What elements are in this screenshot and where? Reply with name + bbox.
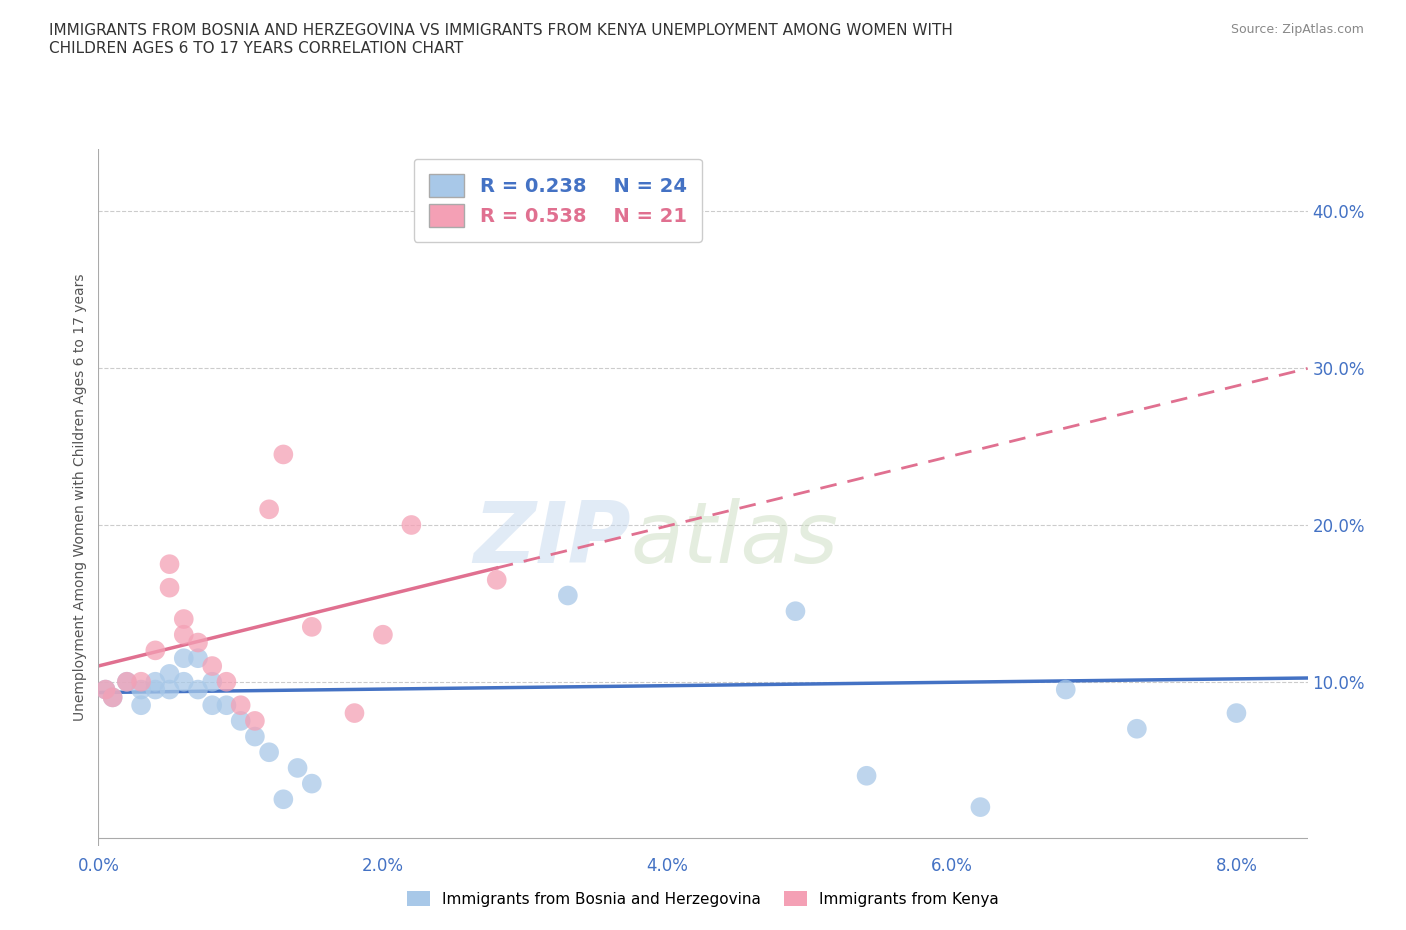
Point [257,745,280,760]
Point [94,682,117,697]
Point [101,690,124,705]
Point [785,604,807,618]
Point [129,698,152,712]
Point [969,800,991,815]
Point [215,698,238,712]
Text: ZIP: ZIP [472,498,630,581]
Legend: Immigrants from Bosnia and Herzegovina, Immigrants from Kenya: Immigrants from Bosnia and Herzegovina, … [401,885,1005,913]
Point [1126,722,1149,737]
Point [243,713,266,728]
Point [94,682,117,697]
Point [159,557,181,572]
Point [201,698,224,712]
Point [243,729,266,744]
Point [187,651,209,666]
Point [301,777,323,791]
Point [143,643,166,658]
Point [101,690,124,705]
Text: IMMIGRANTS FROM BOSNIA AND HERZEGOVINA VS IMMIGRANTS FROM KENYA UNEMPLOYMENT AMO: IMMIGRANTS FROM BOSNIA AND HERZEGOVINA V… [49,23,953,56]
Text: atlas: atlas [630,498,838,581]
Point [173,612,195,627]
Text: Source: ZipAtlas.com: Source: ZipAtlas.com [1230,23,1364,36]
Point [129,682,152,697]
Point [159,580,181,595]
Point [143,674,166,689]
Point [273,447,295,462]
Point [159,667,181,682]
Point [187,635,209,650]
Point [371,627,394,642]
Point [201,674,224,689]
Point [143,682,166,697]
Point [129,674,152,689]
Point [187,682,209,697]
Point [215,674,238,689]
Point [273,791,295,806]
Point [557,588,579,603]
Point [173,651,195,666]
Point [115,674,138,689]
Point [229,713,252,728]
Point [257,502,280,517]
Point [855,768,877,783]
Point [343,706,366,721]
Y-axis label: Unemployment Among Women with Children Ages 6 to 17 years: Unemployment Among Women with Children A… [73,273,87,722]
Point [401,517,423,532]
Point [287,761,309,776]
Point [115,674,138,689]
Point [173,627,195,642]
Point [1225,706,1247,721]
Point [159,682,181,697]
Point [301,619,323,634]
Point [173,674,195,689]
Point [201,658,224,673]
Point [1054,682,1077,697]
Point [485,572,508,587]
Point [627,204,650,219]
Legend: R = 0.238    N = 24, R = 0.538    N = 21: R = 0.238 N = 24, R = 0.538 N = 21 [413,158,702,243]
Point [229,698,252,712]
